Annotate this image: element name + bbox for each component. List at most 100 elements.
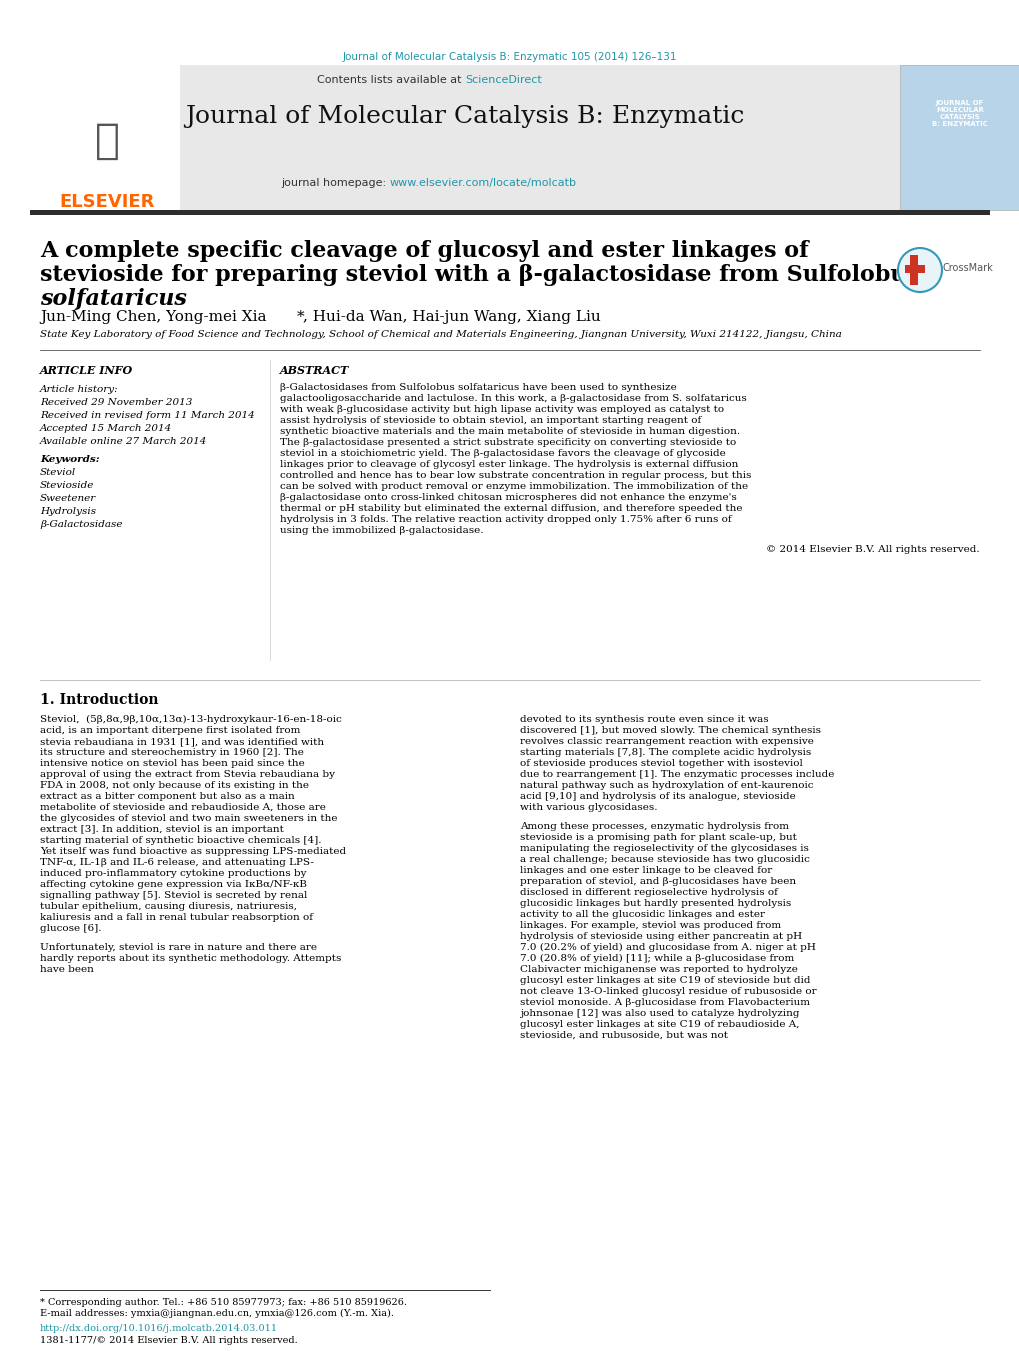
Text: A complete specific cleavage of glucosyl and ester linkages of: A complete specific cleavage of glucosyl… bbox=[40, 240, 808, 262]
Text: Yet itself was fund bioactive as suppressing LPS-mediated: Yet itself was fund bioactive as suppres… bbox=[40, 847, 345, 857]
Text: its structure and stereochemistry in 1960 [2]. The: its structure and stereochemistry in 196… bbox=[40, 748, 304, 757]
Text: Hydrolysis: Hydrolysis bbox=[40, 507, 96, 516]
Text: steviol in a stoichiometric yield. The β-galactosidase favors the cleavage of gl: steviol in a stoichiometric yield. The β… bbox=[280, 449, 726, 458]
Text: β-Galactosidase: β-Galactosidase bbox=[40, 520, 122, 530]
Text: ABSTRACT: ABSTRACT bbox=[280, 365, 348, 376]
Text: glucosidic linkages but hardly presented hydrolysis: glucosidic linkages but hardly presented… bbox=[520, 898, 791, 908]
Text: Journal of Molecular Catalysis B: Enzymatic: Journal of Molecular Catalysis B: Enzyma… bbox=[185, 105, 744, 128]
Text: CrossMark: CrossMark bbox=[943, 263, 993, 273]
Text: JOURNAL OF
MOLECULAR
CATALYSIS
B: ENZYMATIC: JOURNAL OF MOLECULAR CATALYSIS B: ENZYMA… bbox=[931, 100, 987, 127]
Text: signalling pathway [5]. Steviol is secreted by renal: signalling pathway [5]. Steviol is secre… bbox=[40, 892, 307, 900]
Text: E-mail addresses: ymxia@jiangnan.edu.cn, ymxia@126.com (Y.-m. Xia).: E-mail addresses: ymxia@jiangnan.edu.cn,… bbox=[40, 1309, 393, 1319]
Text: 1381-1177/© 2014 Elsevier B.V. All rights reserved.: 1381-1177/© 2014 Elsevier B.V. All right… bbox=[40, 1336, 298, 1346]
Text: 1. Introduction: 1. Introduction bbox=[40, 693, 158, 707]
Text: Clabivacter michiganense was reported to hydrolyze: Clabivacter michiganense was reported to… bbox=[520, 965, 797, 974]
Text: Journal of Molecular Catalysis B: Enzymatic 105 (2014) 126–131: Journal of Molecular Catalysis B: Enzyma… bbox=[342, 51, 677, 62]
Text: Available online 27 March 2014: Available online 27 March 2014 bbox=[40, 436, 207, 446]
Text: manipulating the regioselectivity of the glycosidases is: manipulating the regioselectivity of the… bbox=[520, 844, 808, 852]
Text: , Hui-da Wan, Hai-jun Wang, Xiang Liu: , Hui-da Wan, Hai-jun Wang, Xiang Liu bbox=[303, 309, 600, 324]
Text: affecting cytokine gene expression via IκBα/NF-κB: affecting cytokine gene expression via I… bbox=[40, 880, 307, 889]
Text: Sweetener: Sweetener bbox=[40, 494, 96, 503]
Text: devoted to its synthesis route even since it was: devoted to its synthesis route even sinc… bbox=[520, 715, 768, 724]
Bar bbox=[899, 65, 1019, 209]
Text: linkages and one ester linkage to be cleaved for: linkages and one ester linkage to be cle… bbox=[520, 866, 771, 875]
Text: linkages prior to cleavage of glycosyl ester linkage. The hydrolysis is external: linkages prior to cleavage of glycosyl e… bbox=[280, 459, 738, 469]
Text: controlled and hence has to bear low substrate concentration in regular process,: controlled and hence has to bear low sub… bbox=[280, 471, 751, 480]
Text: Article history:: Article history: bbox=[40, 385, 118, 394]
Text: kaliuresis and a fall in renal tubular reabsorption of: kaliuresis and a fall in renal tubular r… bbox=[40, 913, 313, 921]
Text: due to rearrangement [1]. The enzymatic processes include: due to rearrangement [1]. The enzymatic … bbox=[520, 770, 834, 780]
Text: Accepted 15 March 2014: Accepted 15 March 2014 bbox=[40, 424, 172, 434]
Text: stevioside for preparing steviol with a β-galactosidase from Sulfolobus: stevioside for preparing steviol with a … bbox=[40, 263, 918, 286]
Text: hydrolysis of stevioside using either pancreatin at pH: hydrolysis of stevioside using either pa… bbox=[520, 932, 801, 942]
Text: Contents lists available at: Contents lists available at bbox=[317, 76, 465, 85]
Text: synthetic bioactive materials and the main metabolite of stevioside in human dig: synthetic bioactive materials and the ma… bbox=[280, 427, 740, 436]
Text: hydrolysis in 3 folds. The relative reaction activity dropped only 1.75% after 6: hydrolysis in 3 folds. The relative reac… bbox=[280, 515, 731, 524]
Text: natural pathway such as hydroxylation of ent-kaurenoic: natural pathway such as hydroxylation of… bbox=[520, 781, 813, 790]
Text: TNF-α, IL-1β and IL-6 release, and attenuating LPS-: TNF-α, IL-1β and IL-6 release, and atten… bbox=[40, 858, 314, 867]
Text: stevioside, and rubusoside, but was not: stevioside, and rubusoside, but was not bbox=[520, 1031, 728, 1040]
Text: State Key Laboratory of Food Science and Technology, School of Chemical and Mate: State Key Laboratory of Food Science and… bbox=[40, 330, 841, 339]
Text: a real challenge; because stevioside has two glucosidic: a real challenge; because stevioside has… bbox=[520, 855, 809, 865]
Text: induced pro-inflammatory cytokine productions by: induced pro-inflammatory cytokine produc… bbox=[40, 869, 306, 878]
Text: Unfortunately, steviol is rare in nature and there are: Unfortunately, steviol is rare in nature… bbox=[40, 943, 317, 952]
Text: assist hydrolysis of stevioside to obtain steviol, an important starting reagent: assist hydrolysis of stevioside to obtai… bbox=[280, 416, 701, 426]
Text: 🌳: 🌳 bbox=[95, 120, 119, 162]
Text: stevia rebaudiana in 1931 [1], and was identified with: stevia rebaudiana in 1931 [1], and was i… bbox=[40, 738, 324, 746]
Circle shape bbox=[897, 249, 942, 292]
Text: hardly reports about its synthetic methodology. Attempts: hardly reports about its synthetic metho… bbox=[40, 954, 341, 963]
Text: glucosyl ester linkages at site C19 of rebaudioside A,: glucosyl ester linkages at site C19 of r… bbox=[520, 1020, 799, 1029]
Text: 7.0 (20.2% of yield) and glucosidase from A. niger at pH: 7.0 (20.2% of yield) and glucosidase fro… bbox=[520, 943, 815, 952]
Text: journal homepage:: journal homepage: bbox=[281, 178, 389, 188]
Text: of stevioside produces steviol together with isosteviol: of stevioside produces steviol together … bbox=[520, 759, 802, 767]
Bar bbox=[30, 209, 989, 215]
Text: Among these processes, enzymatic hydrolysis from: Among these processes, enzymatic hydroly… bbox=[520, 821, 789, 831]
Text: extract [3]. In addition, steviol is an important: extract [3]. In addition, steviol is an … bbox=[40, 825, 283, 834]
Text: disclosed in different regioselective hydrolysis of: disclosed in different regioselective hy… bbox=[520, 888, 777, 897]
Text: ARTICLE INFO: ARTICLE INFO bbox=[40, 365, 133, 376]
Text: The β-galactosidase presented a strict substrate specificity on converting stevi: The β-galactosidase presented a strict s… bbox=[280, 438, 736, 447]
Text: www.elsevier.com/locate/molcatb: www.elsevier.com/locate/molcatb bbox=[389, 178, 577, 188]
Text: preparation of steviol, and β-glucosidases have been: preparation of steviol, and β-glucosidas… bbox=[520, 877, 796, 886]
Text: *: * bbox=[297, 309, 305, 324]
Text: β-Galactosidases from Sulfolobus solfataricus have been used to synthesize: β-Galactosidases from Sulfolobus solfata… bbox=[280, 382, 676, 392]
Text: FDA in 2008, not only because of its existing in the: FDA in 2008, not only because of its exi… bbox=[40, 781, 309, 790]
Text: Received in revised form 11 March 2014: Received in revised form 11 March 2014 bbox=[40, 411, 255, 420]
Text: extract as a bitter component but also as a main: extract as a bitter component but also a… bbox=[40, 792, 294, 801]
Text: Received 29 November 2013: Received 29 November 2013 bbox=[40, 399, 193, 407]
Text: glucose [6].: glucose [6]. bbox=[40, 924, 102, 934]
Text: Jun-Ming Chen, Yong-mei Xia: Jun-Ming Chen, Yong-mei Xia bbox=[40, 309, 266, 324]
Text: galactooligosaccharide and lactulose. In this work, a β-galactosidase from S. so: galactooligosaccharide and lactulose. In… bbox=[280, 394, 746, 403]
Text: metabolite of stevioside and rebaudioside A, those are: metabolite of stevioside and rebaudiosid… bbox=[40, 802, 325, 812]
Bar bbox=[30, 65, 899, 209]
Text: acid [9,10] and hydrolysis of its analogue, stevioside: acid [9,10] and hydrolysis of its analog… bbox=[520, 792, 795, 801]
Text: have been: have been bbox=[40, 965, 94, 974]
Text: Steviol: Steviol bbox=[40, 467, 76, 477]
Text: Keywords:: Keywords: bbox=[40, 455, 100, 463]
Text: stevioside is a promising path for plant scale-up, but: stevioside is a promising path for plant… bbox=[520, 834, 796, 842]
Text: Stevioside: Stevioside bbox=[40, 481, 95, 490]
Text: © 2014 Elsevier B.V. All rights reserved.: © 2014 Elsevier B.V. All rights reserved… bbox=[765, 544, 979, 554]
Text: steviol monoside. A β-glucosidase from Flavobacterium: steviol monoside. A β-glucosidase from F… bbox=[520, 998, 809, 1006]
Bar bbox=[904, 265, 924, 273]
Text: starting materials [7,8]. The complete acidic hydrolysis: starting materials [7,8]. The complete a… bbox=[520, 748, 810, 757]
Bar bbox=[30, 65, 179, 209]
Text: with weak β-glucosidase activity but high lipase activity was employed as cataly: with weak β-glucosidase activity but hig… bbox=[280, 405, 723, 413]
Text: 7.0 (20.8% of yield) [11]; while a β-glucosidase from: 7.0 (20.8% of yield) [11]; while a β-glu… bbox=[520, 954, 794, 963]
Text: solfataricus: solfataricus bbox=[40, 288, 186, 309]
Text: can be solved with product removal or enzyme immobilization. The immobilization : can be solved with product removal or en… bbox=[280, 482, 747, 490]
Text: intensive notice on steviol has been paid since the: intensive notice on steviol has been pai… bbox=[40, 759, 305, 767]
Text: starting material of synthetic bioactive chemicals [4].: starting material of synthetic bioactive… bbox=[40, 836, 321, 844]
Text: acid, is an important diterpene first isolated from: acid, is an important diterpene first is… bbox=[40, 725, 300, 735]
Text: revolves classic rearrangement reaction with expensive: revolves classic rearrangement reaction … bbox=[520, 738, 813, 746]
Text: discovered [1], but moved slowly. The chemical synthesis: discovered [1], but moved slowly. The ch… bbox=[520, 725, 820, 735]
Text: using the immobilized β-galactosidase.: using the immobilized β-galactosidase. bbox=[280, 526, 483, 535]
Text: β-galactosidase onto cross-linked chitosan microspheres did not enhance the enzy: β-galactosidase onto cross-linked chitos… bbox=[280, 493, 736, 503]
Text: ScienceDirect: ScienceDirect bbox=[465, 76, 541, 85]
Text: with various glycosidases.: with various glycosidases. bbox=[520, 802, 657, 812]
Text: johnsonae [12] was also used to catalyze hydrolyzing: johnsonae [12] was also used to catalyze… bbox=[520, 1009, 799, 1019]
Text: linkages. For example, steviol was produced from: linkages. For example, steviol was produ… bbox=[520, 921, 781, 929]
Text: Steviol,  (5β,8α,9β,10α,13α)-13-hydroxykaur-16-en-18-oic: Steviol, (5β,8α,9β,10α,13α)-13-hydroxyka… bbox=[40, 715, 341, 724]
Bar bbox=[909, 255, 917, 285]
Text: the glycosides of steviol and two main sweeteners in the: the glycosides of steviol and two main s… bbox=[40, 815, 337, 823]
